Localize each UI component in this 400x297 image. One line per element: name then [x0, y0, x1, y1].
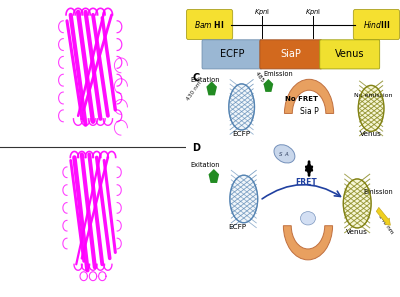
- Polygon shape: [206, 81, 217, 95]
- Text: FRET: FRET: [295, 178, 317, 187]
- Text: ECFP: ECFP: [228, 224, 246, 230]
- Text: Venus: Venus: [335, 49, 364, 59]
- Ellipse shape: [274, 145, 295, 163]
- Ellipse shape: [300, 211, 316, 225]
- Text: Exitation: Exitation: [190, 77, 220, 83]
- Text: ECFP: ECFP: [232, 131, 251, 137]
- Text: ECFP: ECFP: [220, 49, 244, 59]
- FancyArrow shape: [376, 207, 390, 225]
- Text: Venus: Venus: [360, 131, 382, 137]
- FancyBboxPatch shape: [186, 10, 233, 40]
- Text: C: C: [192, 73, 200, 83]
- Text: B: B: [169, 129, 177, 140]
- Wedge shape: [284, 79, 334, 113]
- Ellipse shape: [343, 179, 371, 228]
- Text: A: A: [169, 275, 177, 285]
- Ellipse shape: [230, 175, 258, 223]
- Text: 540 nm: 540 nm: [378, 214, 395, 235]
- Text: $\mathit{Bam}$ HI: $\mathit{Bam}$ HI: [194, 19, 225, 30]
- FancyBboxPatch shape: [353, 10, 400, 40]
- Text: Venus: Venus: [346, 229, 368, 235]
- FancyBboxPatch shape: [202, 40, 262, 69]
- Text: $\mathit{Kpn}$I: $\mathit{Kpn}$I: [305, 7, 321, 17]
- Text: No FRET: No FRET: [285, 96, 318, 102]
- Ellipse shape: [229, 84, 254, 130]
- Text: Sia P: Sia P: [300, 108, 318, 116]
- Text: $\mathit{S}$  $\mathit{A}$: $\mathit{S}$ $\mathit{A}$: [278, 150, 291, 158]
- Text: 430 nm: 430 nm: [186, 80, 203, 101]
- Text: Emission: Emission: [263, 71, 293, 77]
- Text: 485 nm: 485 nm: [254, 71, 272, 92]
- Ellipse shape: [358, 86, 384, 132]
- Wedge shape: [283, 226, 332, 260]
- Text: Emission: Emission: [364, 189, 394, 195]
- Text: Exitation: Exitation: [190, 162, 220, 168]
- Text: $\mathit{Kpn}$I: $\mathit{Kpn}$I: [254, 7, 270, 17]
- FancyBboxPatch shape: [320, 40, 380, 69]
- Text: No emission: No emission: [354, 93, 392, 97]
- Text: $\mathit{Hind}$III: $\mathit{Hind}$III: [363, 19, 390, 30]
- Text: SiaP: SiaP: [280, 49, 301, 59]
- Polygon shape: [208, 169, 219, 183]
- Polygon shape: [264, 79, 273, 92]
- FancyBboxPatch shape: [260, 40, 322, 69]
- Text: D: D: [192, 143, 200, 153]
